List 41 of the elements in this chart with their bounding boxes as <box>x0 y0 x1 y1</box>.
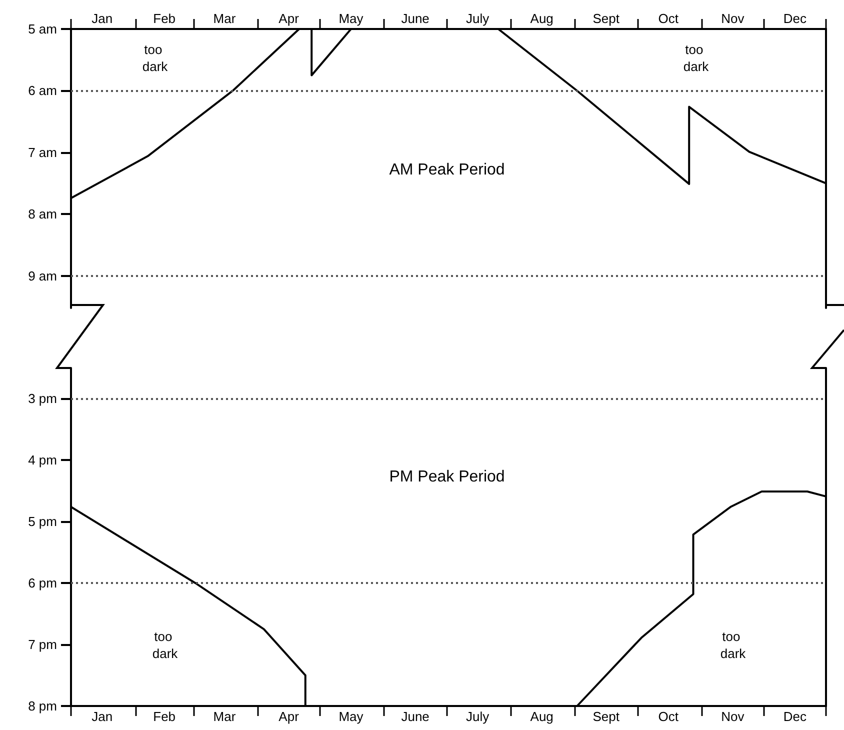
y-tick-label: 8 pm <box>28 698 57 714</box>
x-tick-label: Apr <box>278 11 300 26</box>
y-tick-label: 6 pm <box>28 576 57 591</box>
x-tick-label: Feb <box>153 11 176 26</box>
x-tick-label: Feb <box>153 709 176 724</box>
y-tick-label: 5 am <box>28 22 57 36</box>
x-tick-label: Mar <box>213 11 236 26</box>
x-tick-label: Mar <box>213 709 236 724</box>
x-tick-label: Jan <box>92 709 113 724</box>
x-tick-label: Jan <box>92 11 113 26</box>
annotation: too dark <box>683 42 710 74</box>
x-tick-label: Nov <box>721 709 745 724</box>
x-tick-label: Aug <box>530 709 554 724</box>
x-tick-label: Sept <box>592 11 620 26</box>
annotation: too dark <box>720 629 746 661</box>
x-tick-label: Dec <box>783 11 807 26</box>
x-tick-label: Apr <box>278 709 300 724</box>
x-tick-label: Oct <box>658 11 679 26</box>
x-tick-label: Nov <box>721 11 745 26</box>
x-tick-label: May <box>338 709 364 724</box>
y-tick-label: 6 am <box>28 83 57 98</box>
x-tick-label: Sept <box>592 709 620 724</box>
x-tick-label: June <box>401 709 430 724</box>
y-tick-label: 7 am <box>28 144 57 160</box>
annotation: PM Peak Period <box>389 468 505 486</box>
annotation: too dark <box>152 629 178 661</box>
y-tick-label: 8 am <box>28 206 57 222</box>
y-tick-label: 3 pm <box>28 391 57 406</box>
x-tick-label: June <box>401 11 430 26</box>
x-tick-label: Aug <box>530 11 554 26</box>
annotation: AM Peak Period <box>389 162 505 178</box>
x-tick-label: July <box>466 709 490 724</box>
y-tick-label: 5 pm <box>28 514 57 530</box>
y-tick-label: 9 am <box>28 268 57 284</box>
x-tick-label: Oct <box>658 709 679 724</box>
y-tick-label: 4 pm <box>28 452 57 468</box>
x-tick-label: July <box>466 11 490 26</box>
x-tick-label: May <box>338 11 364 26</box>
x-tick-label: Dec <box>783 709 807 724</box>
y-tick-label: 7 pm <box>28 637 57 652</box>
annotation: too dark <box>142 42 168 74</box>
